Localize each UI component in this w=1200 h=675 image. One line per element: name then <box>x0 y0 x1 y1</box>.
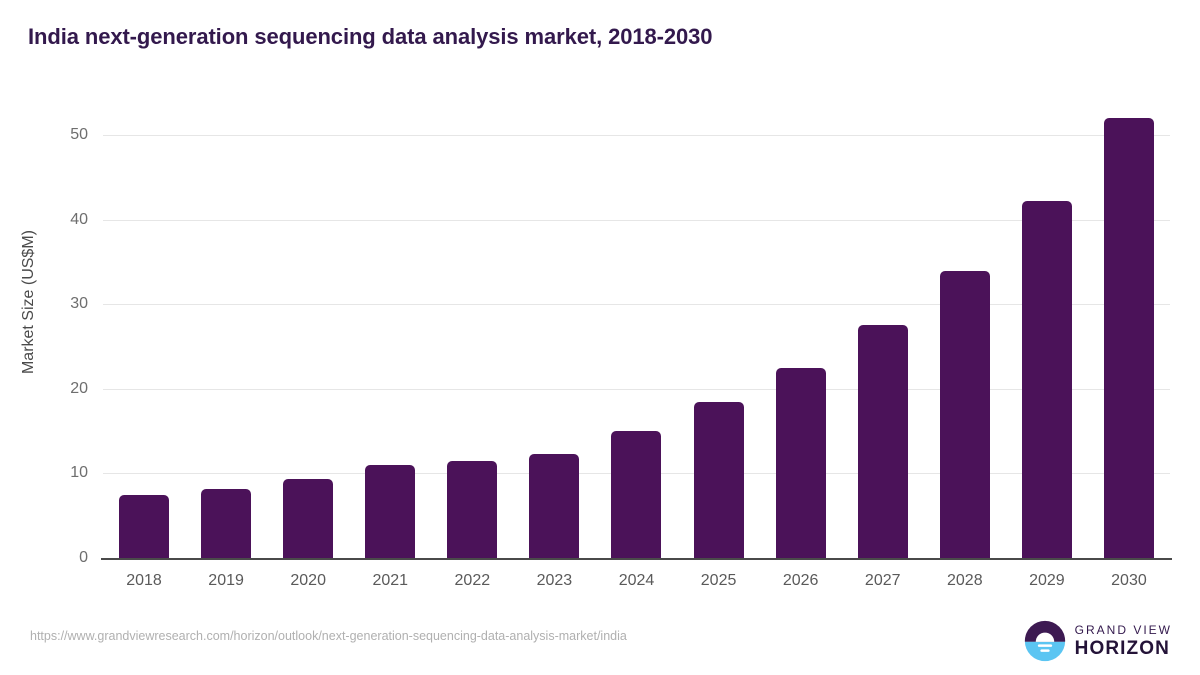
bar-slot <box>760 110 842 558</box>
x-axis-tick-label: 2025 <box>700 572 737 589</box>
page-title: India next-generation sequencing data an… <box>28 24 713 49</box>
bar[interactable] <box>1103 118 1154 558</box>
bar-slot <box>678 110 760 558</box>
x-tick-slot: 2019 <box>185 110 267 589</box>
bar[interactable] <box>529 454 580 558</box>
bar[interactable] <box>611 431 662 558</box>
x-axis-tick-label: 2030 <box>1111 572 1147 589</box>
x-tick-slot: 2028 <box>924 110 1006 589</box>
x-tick-slot: 2022 <box>431 110 513 589</box>
bar[interactable] <box>447 460 498 558</box>
x-axis-tick-label: 2018 <box>126 572 162 589</box>
x-axis-tick-label: 2024 <box>618 572 655 589</box>
bar[interactable] <box>365 465 416 558</box>
y-axis-tick-label: 10 <box>70 464 88 482</box>
x-axis-tick-label: 2027 <box>864 572 901 589</box>
x-axis-tick-label: 2023 <box>536 572 573 589</box>
bar[interactable] <box>693 402 744 558</box>
x-tick-slot: 2029 <box>1006 110 1088 589</box>
gridline <box>103 135 1170 137</box>
bar-slot <box>431 110 513 558</box>
y-axis-title-wrapper: Market Size (US$M) <box>20 110 58 558</box>
gridline <box>103 304 1170 306</box>
bar-slot <box>267 110 349 558</box>
horizon-sun-circle-icon <box>1024 620 1065 662</box>
x-axis-tick-label: 2022 <box>454 572 491 589</box>
bar[interactable] <box>775 367 826 558</box>
bar-slot <box>924 110 1006 558</box>
x-tick-slot: 2021 <box>349 110 431 589</box>
bar-slot <box>103 110 185 558</box>
bar-slot <box>595 110 677 558</box>
y-axis-tick-label: 50 <box>70 126 88 144</box>
gridline <box>103 219 1170 221</box>
bar[interactable] <box>119 494 170 558</box>
x-tick-slot: 2024 <box>595 110 677 589</box>
grand-view-horizon-logo: GRAND VIEW HORIZON <box>1024 620 1172 662</box>
x-tick-slot: 2026 <box>760 110 842 589</box>
logo-line-horizon: HORIZON <box>1074 638 1170 659</box>
x-axis-tick-label: 2021 <box>372 572 409 589</box>
x-tick-slot: 2018 <box>103 110 185 589</box>
y-axis-tick-label: 30 <box>70 295 88 313</box>
logo-line-grand-view: GRAND VIEW <box>1074 623 1172 637</box>
x-axis-tick-label: 2019 <box>208 572 244 589</box>
bar-slot <box>1088 110 1170 558</box>
x-axis-tick-label: 2026 <box>782 572 819 589</box>
y-axis-tick-label: 0 <box>79 549 88 566</box>
y-axis-tick-label: 20 <box>70 379 88 397</box>
x-tick-slot: 2025 <box>678 110 760 589</box>
x-axis-tick-label: 2020 <box>290 572 326 589</box>
x-tick-slot: 2027 <box>842 110 924 589</box>
bar[interactable] <box>201 488 252 558</box>
bar[interactable] <box>939 270 990 558</box>
bar-slot <box>185 110 267 558</box>
bar-slot <box>513 110 595 558</box>
bar[interactable] <box>1021 201 1072 558</box>
bar[interactable] <box>283 479 334 558</box>
bar[interactable] <box>857 324 908 558</box>
x-tick-slot: 2030 <box>1088 110 1170 589</box>
logo-text: GRAND VIEW HORIZON <box>1075 624 1172 658</box>
bar-slot <box>842 110 924 558</box>
x-tick-slot: 2020 <box>267 110 349 589</box>
x-axis-tick-label: 2028 <box>947 572 983 589</box>
bars-group <box>103 110 1170 558</box>
source-url: https://www.grandviewresearch.com/horizo… <box>30 629 627 643</box>
axis-baseline <box>101 558 1172 560</box>
x-axis-tick-label: 2029 <box>1029 572 1065 589</box>
x-tick-slot: 2023 <box>513 110 595 589</box>
y-axis-tick-label: 40 <box>70 210 88 228</box>
plot-area: 0 10 20 30 40 50 2018 2019 2020 2021 2022 2023 2024… <box>70 110 1172 589</box>
bar-slot <box>1006 110 1088 558</box>
gridline <box>103 388 1170 390</box>
bar-slot <box>349 110 431 558</box>
